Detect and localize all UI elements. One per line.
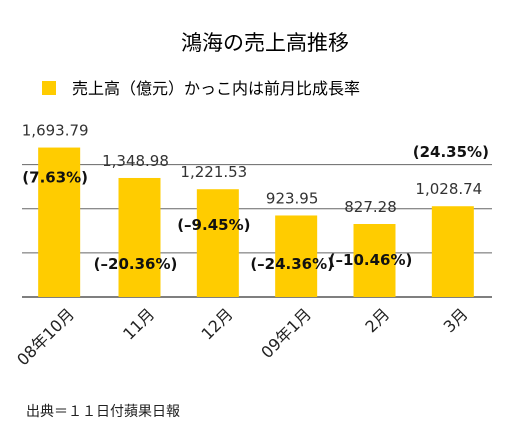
bars — [38, 147, 474, 297]
gridlines — [22, 164, 492, 298]
legend-swatch — [42, 81, 56, 95]
bar — [275, 215, 318, 297]
bar — [431, 206, 474, 297]
growth-rate-label: (24.35%) — [413, 143, 489, 161]
x-tick-label: 08年10月 — [13, 304, 78, 369]
x-tick-label: 2月 — [361, 304, 393, 336]
x-tick-label: 09年1月 — [257, 304, 315, 362]
bar — [353, 224, 396, 297]
growth-rate-label: (–9.45%) — [177, 216, 250, 234]
x-tick-label: 12月 — [198, 304, 237, 343]
bar — [118, 177, 161, 297]
x-tick-label: 3月 — [440, 304, 472, 336]
growth-rate-label: (–24.36%) — [250, 255, 334, 273]
bar-value-label: 827.28 — [344, 198, 397, 216]
growth-rate-label: (7.63%) — [22, 169, 88, 187]
bar-value-label: 1,028.74 — [415, 180, 482, 198]
chart-title: 鴻海の売上高推移 — [181, 31, 349, 55]
value-labels: 1,693.79 1,348.98 1,221.53 923.95 827.28 1,02… — [22, 122, 482, 216]
growth-rate-label: (–10.46%) — [329, 251, 413, 269]
growth-labels: (7.63%) (–20.36%) (–9.45%) (–24.36%)(–10.46… — [22, 143, 489, 273]
bar-value-label: 1,348.98 — [102, 152, 169, 170]
bar — [38, 147, 81, 297]
source-note: 出典＝１１日付蘋果日報 — [26, 404, 180, 420]
bar-value-label: 1,221.53 — [180, 163, 247, 181]
x-axis-ticks: 08年10月 11月 12月 09年1月 2月 3月 — [13, 304, 472, 369]
bar — [196, 189, 239, 297]
bar-value-label: 1,693.79 — [22, 122, 89, 140]
x-tick-label: 11月 — [119, 304, 158, 343]
legend-label: 売上高（億元）かっこ内は前月比成長率 — [72, 79, 360, 98]
growth-rate-label: (–20.36%) — [94, 255, 178, 273]
bar-value-label: 923.95 — [266, 189, 319, 207]
